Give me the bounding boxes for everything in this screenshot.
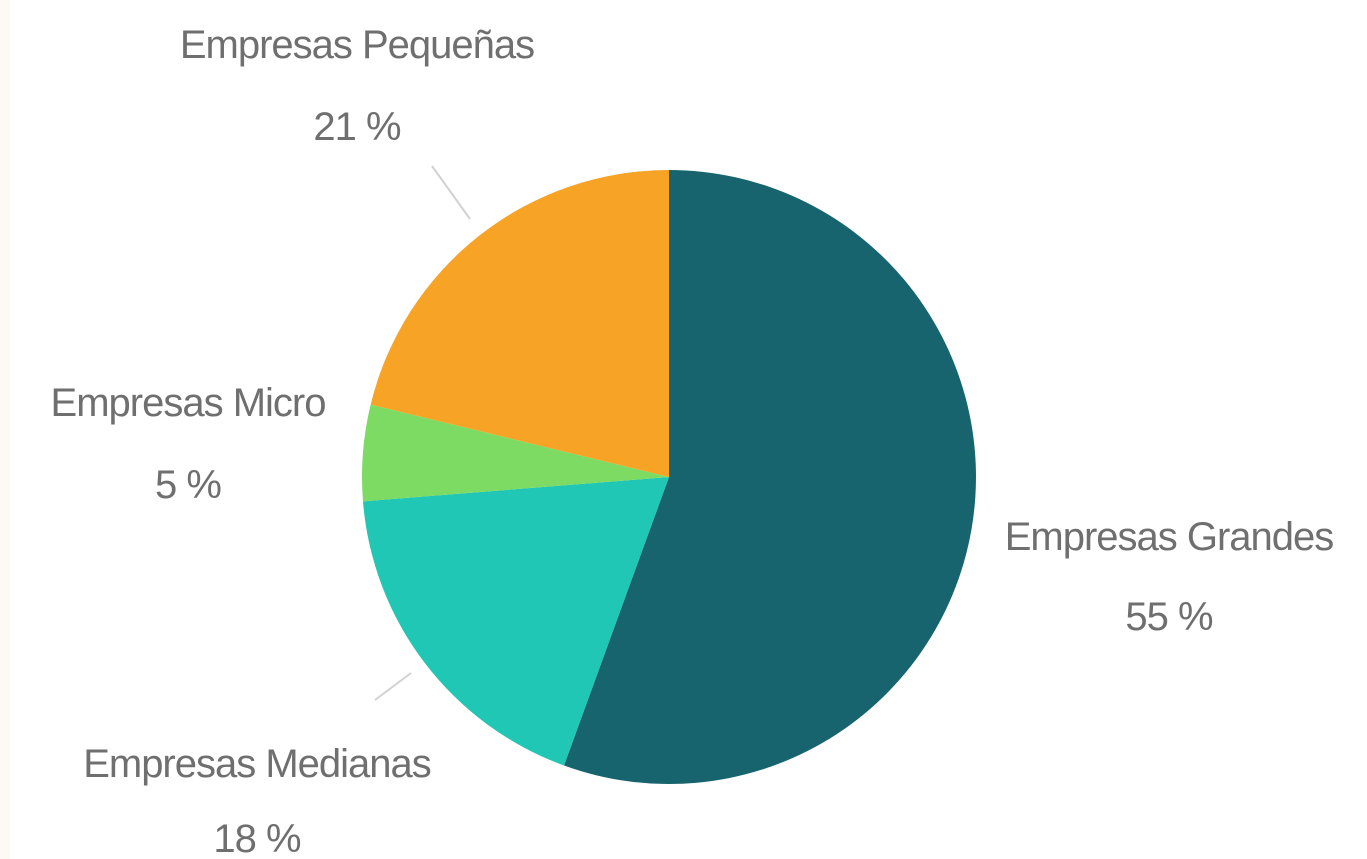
pie-slice-1 [362, 477, 669, 766]
slice-label-value: 18 % [213, 817, 301, 859]
left-edge-strip [0, 0, 10, 859]
leader-line-medianas [374, 672, 412, 701]
pie-slice-0 [564, 170, 976, 785]
slice-label-value: 21 % [313, 105, 401, 149]
pie-slices [362, 170, 976, 785]
pie-slice-3 [370, 170, 669, 477]
pie-slice-2 [362, 404, 669, 502]
slice-label-value: 5 % [155, 463, 221, 507]
slice-label-name: Empresas Grandes [1005, 515, 1334, 559]
slice-label-name: Empresas Pequeñas [180, 23, 534, 67]
slice-label-name: Empresas Medianas [83, 742, 431, 786]
leader-line-pequenas [431, 165, 471, 220]
slice-label-name: Empresas Micro [51, 381, 326, 425]
slice-label-value: 55 % [1125, 595, 1213, 639]
